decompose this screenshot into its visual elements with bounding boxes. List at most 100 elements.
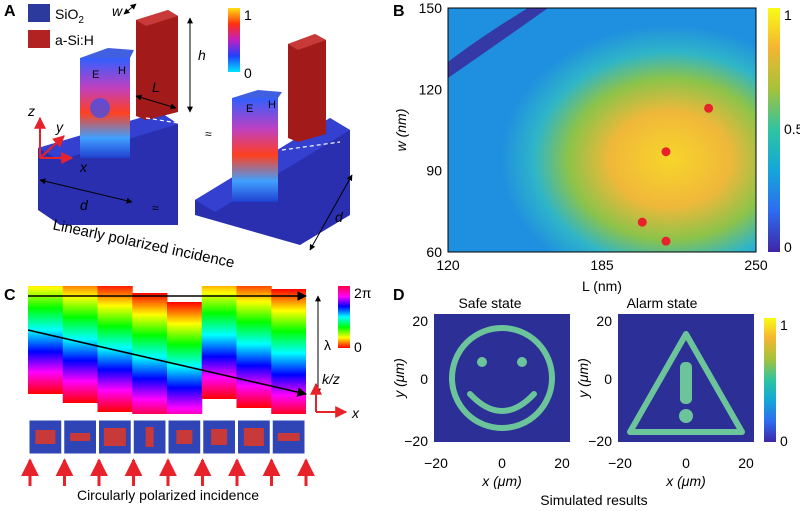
heatmap-area: [448, 8, 756, 252]
warning-triangle: [627, 331, 745, 435]
field-pillar-front-left-top: [80, 48, 134, 58]
safe-ytick-top: 20: [412, 313, 428, 329]
panel-d-colorbar-max: 1: [780, 317, 788, 333]
safe-xlabel: x (μm): [481, 473, 522, 489]
phase-stripe-3: [97, 286, 133, 412]
phase-diagonal-arrow: [27, 329, 307, 397]
alarm-ylabel: y (μm): [575, 358, 591, 399]
exclamation-bar: [680, 362, 692, 404]
jet-colorbar: [228, 8, 240, 72]
parula-colorbar-mid: 0.5: [784, 121, 800, 137]
asih-pillar-back-right: [288, 34, 326, 142]
heatmap-ytick-1: 90: [426, 163, 442, 179]
field-pillar-front-right-top: [232, 90, 282, 98]
safe-xtick-right: 20: [554, 455, 570, 471]
heatmap-xtick-0: 120: [436, 257, 460, 273]
smiley-left-eye: [477, 357, 487, 367]
phase-stripe-1: [28, 286, 64, 394]
alarm-ytick-mid: 0: [604, 371, 612, 387]
incident-arrows: [21, 458, 315, 486]
dim-d2-arrow: [309, 174, 353, 251]
break-mark-bottom: ≈: [152, 201, 159, 215]
unit-cell-pillar-6: [211, 429, 228, 445]
dim-w: w: [112, 3, 123, 19]
heatmap-xlabel: L (nm): [582, 278, 622, 294]
lambda-label: λ: [324, 337, 331, 353]
phase-colorbar-min: 0: [354, 339, 362, 355]
smiley-right-eye: [517, 357, 527, 367]
axis-z-label: z: [27, 103, 35, 119]
phase-stripe-8: [271, 289, 306, 414]
exclamation-dot: [679, 409, 693, 423]
kz-label: k/z: [322, 371, 340, 387]
heatmap-low-band: [448, 8, 548, 78]
unit-cell-pillar-5: [176, 430, 193, 444]
parula-colorbar: [768, 8, 780, 252]
phase-map: [28, 286, 306, 414]
heatmap-xtick-2: 250: [744, 257, 768, 273]
panel-d-colorbar: [764, 318, 776, 442]
field-tag-e-right: E: [246, 103, 253, 115]
dim-h: h: [198, 47, 206, 63]
dashed-period-line-right: [281, 141, 341, 151]
sio2-legend-label: SiO2: [55, 6, 84, 26]
unit-cell-5: [167, 419, 202, 455]
parula-colorbar-min: 0: [784, 239, 792, 255]
phase-stripe-7: [236, 286, 272, 408]
axis-y-arrow: [39, 135, 65, 159]
heatmap-point-1: [704, 103, 714, 113]
panel-c: C λ 2π 0 k/z x Circularly polarized inci…: [4, 285, 372, 503]
panel-d: D Safe state Alarm state 1 0 20 0 −20 20…: [391, 287, 788, 508]
kx-label: x: [351, 405, 360, 421]
heatmap-point-4: [661, 236, 671, 246]
alarm-xtick-right: 20: [738, 455, 754, 471]
panel-c-label: C: [4, 287, 16, 304]
unit-cell-pillar-7: [243, 428, 264, 446]
dashed-period-line-top: [145, 117, 211, 129]
field-tag-h-right: H: [268, 99, 276, 111]
safe-ylabel: y (μm): [391, 358, 407, 399]
asih-pillar-back-left: [136, 10, 178, 120]
dim-d1-arrow: [39, 178, 133, 204]
alarm-xtick-mid: 0: [682, 455, 690, 471]
panel-a: A SiO2 a-Si:H E H E H 1 0 w h: [4, 3, 353, 272]
unit-cell-pillar-2: [70, 433, 91, 441]
safe-xtick-mid: 0: [498, 455, 506, 471]
asih-legend-label: a-Si:H: [55, 32, 94, 48]
phase-colorbar-max: 2π: [354, 285, 372, 301]
jet-colorbar-min: 0: [244, 65, 252, 81]
sio2-swatch: [28, 4, 50, 22]
unit-cell-row: [28, 419, 306, 455]
safe-state-image: [434, 314, 570, 442]
panel-d-caption: Simulated results: [540, 492, 647, 508]
alarm-xtick-left: −20: [608, 455, 632, 471]
heatmap-ytick-0: 60: [426, 244, 442, 260]
unit-cell-pillar-3: [103, 428, 126, 446]
field-tag-e-left: E: [92, 69, 99, 81]
parula-colorbar-max: 1: [784, 7, 792, 23]
heatmap-xtick-1: 185: [590, 257, 614, 273]
phase-stripe-6: [201, 286, 237, 399]
alarm-ytick-bottom: −20: [588, 433, 612, 449]
safe-xtick-left: −20: [424, 455, 448, 471]
heatmap-ylabel: w (nm): [393, 109, 409, 152]
panel-b-label: B: [393, 3, 405, 20]
asih-pillar-back-left-top: [136, 10, 178, 26]
asih-pillar-back-right-top: [288, 34, 326, 50]
panel-c-caption: Circularly polarized incidence: [77, 487, 259, 503]
heatmap-plot: [448, 8, 756, 252]
heatmap-points: [637, 103, 714, 246]
dim-l: L: [152, 79, 160, 95]
alarm-state-title: Alarm state: [627, 295, 698, 311]
heatmap-point-2: [661, 147, 671, 157]
phase-stripe-5: [167, 302, 203, 414]
dim-w-arrow: [123, 3, 137, 15]
heatmap-frame: [447, 7, 757, 253]
field-hotspot-left: [90, 98, 110, 118]
unit-cell-pillar-1: [35, 430, 56, 444]
unit-cell-pillar-8: [277, 433, 300, 441]
field-tag-h-left: H: [118, 65, 126, 77]
break-mark-top: ≈: [205, 127, 212, 141]
jet-colorbar-max: 1: [244, 7, 252, 23]
